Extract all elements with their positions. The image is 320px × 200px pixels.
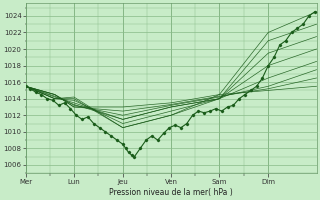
X-axis label: Pression niveau de la mer( hPa ): Pression niveau de la mer( hPa ) [109, 188, 233, 197]
